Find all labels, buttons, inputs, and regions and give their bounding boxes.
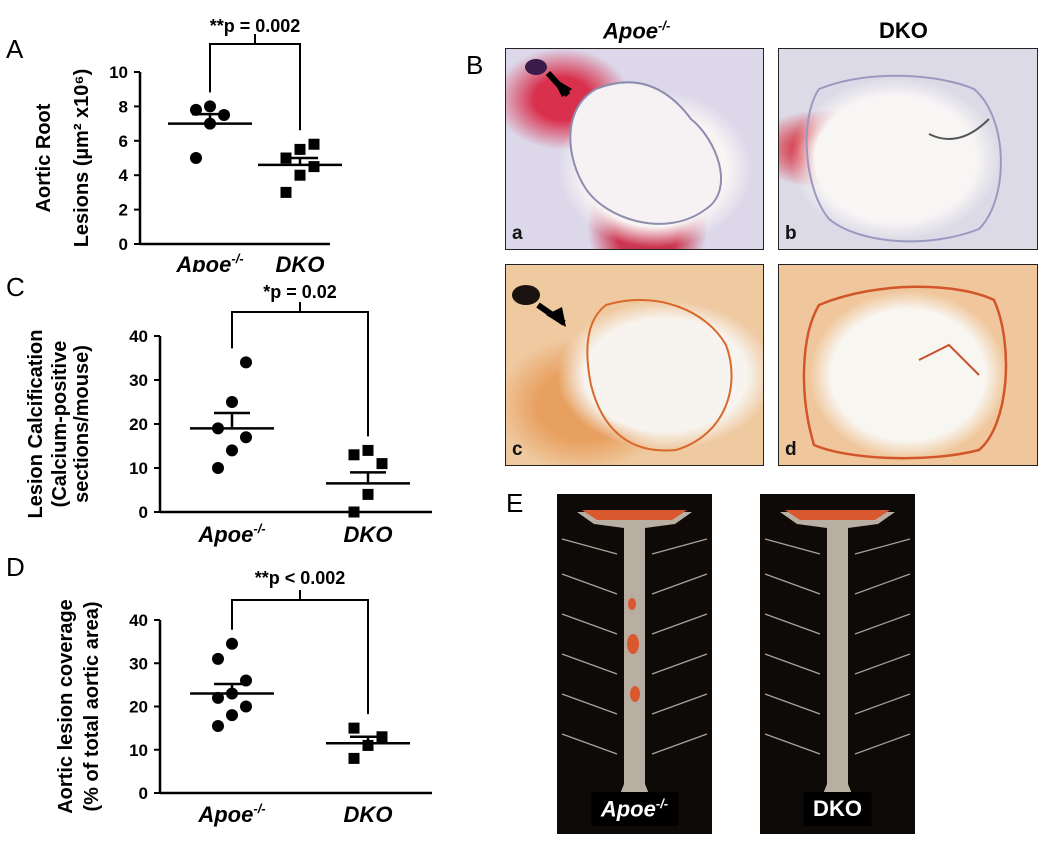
category-label-c: DKO (344, 522, 393, 547)
panel-label-b: B (466, 50, 484, 80)
micrograph-b-letter: b (785, 223, 797, 244)
data-point-d (348, 752, 360, 764)
data-point-c (212, 462, 224, 474)
histology-col-head-apoe: Apoe-/- (603, 18, 671, 44)
micrograph-b: b (778, 48, 1038, 250)
y-tick-label-d: 10 (129, 741, 148, 760)
aorta-label-dko: DKO (803, 792, 872, 826)
y-tick-label-c: 10 (129, 459, 148, 478)
significance-bracket-d (231, 599, 369, 715)
category-label-d: Apoe-/- (197, 801, 265, 827)
data-point-c (362, 444, 374, 456)
chart-a-lesions: 0 2 4 6 8 10 Aortic Root Lesions (µm² x10⁶) Apoe… (33, 16, 342, 272)
data-point-a (204, 100, 216, 113)
micrograph-a: a (505, 48, 764, 250)
y-tick-label-a: 0 (119, 235, 128, 254)
data-point-c (362, 488, 374, 500)
data-point-a (294, 169, 306, 181)
significance-bracket-c (231, 311, 369, 437)
y-axis-label-d: Aortic lesion coverage (55, 599, 77, 814)
y-tick-label-a: 4 (119, 166, 129, 185)
y-tick-label-a: 2 (119, 201, 128, 220)
category-label-a: Apoe-/- (175, 251, 243, 272)
data-point-a (280, 186, 292, 198)
y-tick-label-d: 0 (139, 784, 148, 803)
data-point-c (226, 444, 238, 457)
en-face-aorta-dko: DKO (760, 494, 915, 834)
p-value-annotation-c: *p = 0.02 (263, 282, 337, 302)
micrograph-d-shapes (802, 285, 1008, 460)
chart-c-calcification: 0 10 20 30 40 Lesion Calcification (Calcium-po… (25, 282, 432, 547)
y-tick-label-d: 30 (129, 654, 148, 673)
y-tick-label-c: 20 (129, 415, 148, 434)
data-point-d (348, 722, 360, 734)
histology-col-head-dko: DKO (879, 18, 928, 43)
aorta-dko-drawing (764, 510, 911, 814)
panel-label-e: E (506, 488, 524, 518)
data-point-a (190, 152, 202, 164)
category-label-d: DKO (344, 802, 393, 827)
data-point-a (308, 138, 320, 150)
micrograph-c-shapes (512, 285, 733, 452)
data-point-c (240, 356, 252, 369)
micrograph-d: d (778, 264, 1038, 466)
panel-label-a: A (6, 34, 24, 64)
data-point-d (212, 652, 224, 665)
data-point-c (226, 396, 238, 408)
micrograph-d-letter: d (785, 439, 797, 460)
data-point-d (212, 719, 224, 732)
y-tick-label-d: 20 (129, 698, 148, 717)
data-point-a (190, 103, 202, 116)
y-axis-label-c: (Calcium-positive (49, 341, 71, 508)
panel-label-c: C (6, 272, 25, 302)
category-label-c: Apoe-/- (197, 521, 265, 547)
data-point-c (240, 431, 252, 444)
chart-d-coverage: 0 10 20 30 40 Aortic lesion coverage (% of tot… (55, 568, 432, 827)
aorta-apoe-drawing (561, 510, 708, 814)
panel-label-d: D (6, 552, 25, 582)
data-point-c (348, 506, 360, 518)
data-point-d (362, 739, 374, 751)
y-tick-label-a: 8 (119, 97, 128, 116)
en-face-aorta-apoe: Apoe-/- (557, 494, 712, 834)
data-point-d (240, 700, 252, 713)
y-axis-label-d: (% of total aortic area) (81, 601, 103, 811)
data-point-a (308, 161, 320, 173)
data-point-d (212, 691, 224, 704)
data-point-c (348, 449, 360, 461)
p-value-annotation-a: **p = 0.002 (210, 16, 301, 36)
y-tick-label-c: 40 (129, 327, 148, 346)
category-label-a: DKO (276, 252, 325, 272)
y-axis-label-c: sections/mouse) (71, 345, 93, 503)
micrograph-a-shapes (525, 59, 722, 225)
y-tick-label-a: 10 (109, 63, 128, 82)
y-axis-label-a: Lesions (µm² x10⁶) (71, 69, 93, 248)
p-value-annotation-d: **p < 0.002 (255, 568, 346, 588)
data-point-c (376, 458, 388, 470)
data-point-d (226, 709, 238, 722)
data-point-d (226, 637, 238, 650)
y-tick-label-d: 40 (129, 611, 148, 630)
micrograph-c-letter: c (512, 439, 523, 460)
aorta-label-apoe: Apoe-/- (590, 791, 679, 826)
micrograph-c: c (505, 264, 764, 466)
y-tick-label-c: 30 (129, 371, 148, 390)
y-axis-label-c: Lesion Calcification (25, 330, 47, 519)
micrograph-a-letter: a (512, 223, 523, 244)
data-point-a (294, 143, 306, 155)
micrograph-b-shapes (805, 74, 1002, 243)
y-axis-label-a: Aortic Root (33, 103, 55, 212)
y-tick-label-c: 0 (139, 503, 148, 522)
y-tick-label-a: 6 (119, 132, 128, 151)
